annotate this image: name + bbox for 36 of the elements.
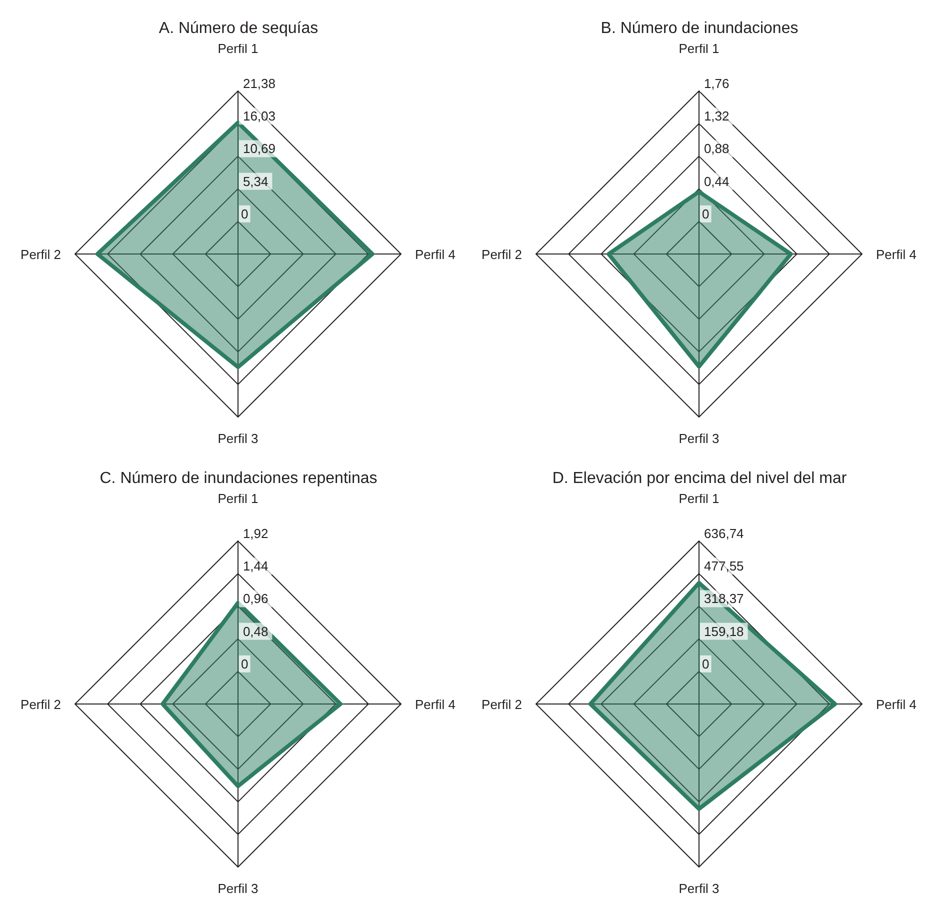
y-tick-label: 636,74 [704,526,744,541]
spoke-label: Perfil 4 [415,247,456,262]
y-tick-label: 5,34 [242,174,268,189]
y-tick-label: 0,96 [242,591,268,606]
chart-title: A. Número de sequías [158,20,318,37]
y-tick-label: 0,88 [704,141,730,156]
y-tick-label: 21,38 [242,76,276,91]
spoke-label: Perfil 3 [218,881,258,896]
spoke-label: Perfil 3 [678,431,720,446]
spoke-label: Perfil 4 [876,697,916,712]
y-tick-label: 1,92 [242,526,268,541]
spoke-label: Perfil 3 [218,431,258,446]
y-tick-label: 0 [702,206,710,222]
y-tick-label: 0 [702,656,710,672]
chart-title: C. Número de inundaciones repentinas [100,470,378,487]
y-tick-label: 1,32 [704,108,730,124]
y-tick-label: 159,18 [704,624,744,639]
y-tick-label: 0,44 [704,174,730,189]
chart-title: B. Número de inundaciones [600,20,798,37]
y-tick-label: 0,48 [242,624,268,639]
spoke-label: Perfil 2 [482,697,522,712]
y-tick-label: 10,69 [242,141,276,156]
y-tick-label: 1,44 [242,558,268,574]
y-tick-label: 318,37 [704,591,744,606]
spoke-label: Perfil 4 [415,697,456,712]
y-tick-label: 477,55 [704,558,744,574]
spoke-label: Perfil 2 [482,247,522,262]
y-tick-label: 1,76 [704,76,730,91]
spoke-label: Perfil 2 [20,697,61,712]
spoke-label: Perfil 3 [678,881,720,896]
chart-title: D. Elevación por encima del nivel del mar [552,470,847,487]
spoke-label: Perfil 4 [876,247,916,262]
y-tick-label: 0 [241,656,248,672]
y-tick-label: 16,03 [242,108,276,124]
spoke-label: Perfil 2 [20,247,61,262]
y-tick-label: 0 [241,206,248,222]
